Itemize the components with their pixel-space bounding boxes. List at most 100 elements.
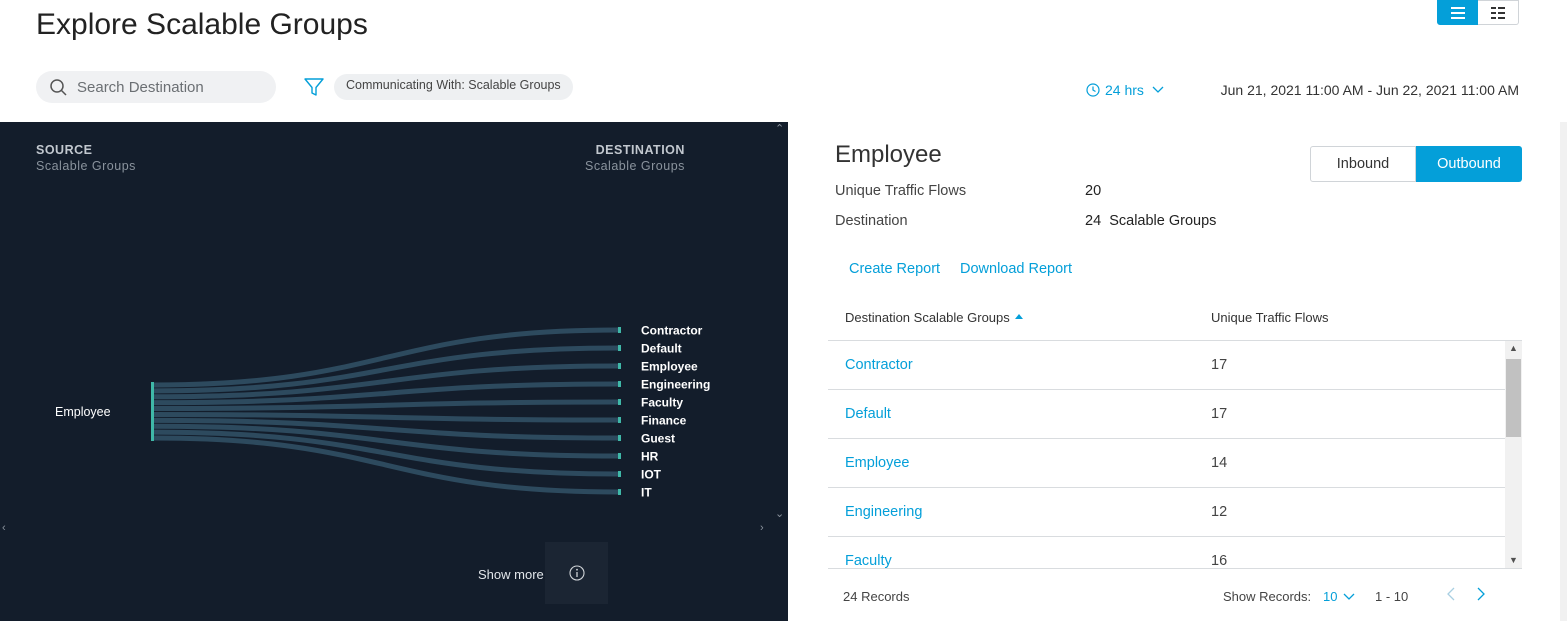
destination-header: DESTINATION Scalable Groups (585, 143, 685, 173)
scroll-up-icon[interactable]: ⌃ (775, 123, 785, 135)
destination-group-link[interactable]: Default (845, 406, 891, 422)
table-row[interactable]: Engineering 12 (828, 488, 1505, 537)
sankey-link[interactable] (153, 423, 619, 459)
col-destination-label: Destination Scalable Groups (845, 310, 1010, 325)
destination-node[interactable] (618, 363, 621, 369)
destination-node[interactable] (618, 417, 621, 423)
filter-icon[interactable] (304, 78, 324, 97)
destination-node-label[interactable]: Default (641, 342, 682, 356)
records-count: 24 Records (843, 589, 910, 604)
info-icon (568, 565, 585, 581)
scrollbar-up-icon[interactable]: ▲ (1509, 343, 1518, 353)
destination-count: 24 (1085, 213, 1102, 229)
info-button[interactable] (545, 542, 608, 604)
flows-cell: 17 (1211, 357, 1228, 373)
direction-toggle: Inbound Outbound (1310, 146, 1522, 182)
destination-group-link[interactable]: Engineering (845, 504, 923, 520)
destination-node[interactable] (618, 399, 621, 405)
destination-node-label[interactable]: IT (641, 486, 652, 500)
time-range-selector[interactable]: 24 hrs (1086, 82, 1164, 98)
table-row[interactable]: Contractor 17 (828, 341, 1505, 390)
sankey-link[interactable] (153, 429, 619, 477)
chevron-down-icon (1344, 593, 1355, 600)
destination-unit: Scalable Groups (1109, 213, 1217, 229)
create-report-link[interactable]: Create Report (849, 261, 941, 277)
search-icon (50, 78, 67, 96)
next-page-icon[interactable] (1476, 587, 1486, 601)
col-flows-header[interactable]: Unique Traffic Flows (1211, 310, 1329, 325)
col-destination-header[interactable]: Destination Scalable Groups (845, 310, 1023, 325)
destination-value: 24 Scalable Groups (1085, 213, 1216, 229)
destination-node[interactable] (618, 453, 621, 459)
search-input[interactable] (77, 78, 257, 96)
table-scrollbar[interactable]: ▲ ▼ (1505, 341, 1522, 568)
date-range: Jun 21, 2021 11:00 AM - Jun 22, 2021 11:… (1220, 82, 1519, 98)
flows-label: Unique Traffic Flows (835, 183, 967, 199)
sankey-link[interactable] (153, 327, 619, 388)
prev-page-icon[interactable] (1446, 587, 1456, 601)
destination-node-label[interactable]: Engineering (641, 378, 710, 392)
show-records-label: Show Records: (1223, 589, 1312, 604)
sankey-link[interactable] (153, 345, 619, 394)
list-view-button[interactable] (1437, 0, 1478, 25)
destination-group-link[interactable]: Employee (845, 455, 910, 471)
grid-view-button[interactable] (1478, 0, 1519, 25)
flows-cell: 17 (1211, 406, 1228, 422)
inbound-button[interactable]: Inbound (1310, 146, 1416, 182)
scrollbar-thumb[interactable] (1506, 359, 1521, 437)
destination-subtitle: Scalable Groups (585, 159, 685, 173)
sankey-link[interactable] (153, 363, 619, 400)
download-report-link[interactable]: Download Report (960, 261, 1073, 277)
destination-node[interactable] (618, 381, 621, 387)
destination-node[interactable] (618, 489, 621, 495)
page-scrollbar[interactable] (1560, 122, 1567, 621)
sankey-panel: SOURCE Scalable Groups DESTINATION Scala… (0, 122, 788, 621)
destination-group-link[interactable]: Faculty (845, 553, 892, 568)
source-header: SOURCE Scalable Groups (36, 143, 136, 173)
sankey-link[interactable] (153, 381, 619, 406)
source-node-label[interactable]: Employee (55, 405, 111, 419)
sankey-link[interactable] (153, 417, 619, 441)
outbound-button[interactable]: Outbound (1416, 146, 1522, 182)
destination-node-label[interactable]: Employee (641, 360, 698, 374)
sankey-link[interactable] (153, 411, 619, 423)
destination-node[interactable] (618, 471, 621, 477)
sankey-diagram: Contractor Default Employee Engineering Facu… (55, 324, 710, 500)
grid-list-icon (1491, 6, 1505, 19)
chevron-down-icon (1152, 86, 1164, 93)
destination-node[interactable] (618, 435, 621, 441)
destination-node[interactable] (618, 327, 621, 333)
destination-node-label[interactable]: Faculty (641, 396, 683, 410)
flows-cell: 16 (1211, 553, 1228, 568)
source-node[interactable] (151, 382, 154, 441)
sankey-link[interactable] (153, 435, 619, 495)
destination-node[interactable] (618, 345, 621, 351)
destination-node-label[interactable]: Contractor (641, 324, 703, 338)
flows-value: 20 (1085, 183, 1102, 199)
scroll-right-icon[interactable]: › (760, 522, 764, 534)
show-more-link[interactable]: Show more (478, 567, 544, 582)
destination-node-label[interactable]: IOT (641, 468, 662, 482)
source-subtitle: Scalable Groups (36, 159, 136, 173)
show-records-value: 10 (1323, 589, 1338, 604)
table-row[interactable]: Faculty 16 (828, 537, 1505, 568)
destination-node-label[interactable]: HR (641, 450, 659, 464)
destination-node-label[interactable]: Guest (641, 432, 675, 446)
sankey-link[interactable] (153, 399, 619, 412)
destination-node-label[interactable]: Finance (641, 414, 687, 428)
table-row[interactable]: Default 17 (828, 390, 1505, 439)
filter-chip[interactable]: Communicating With: Scalable Groups (334, 74, 573, 100)
scroll-left-icon[interactable]: ‹ (2, 522, 6, 534)
destination-title: DESTINATION (595, 143, 685, 157)
flows-cell: 14 (1211, 455, 1228, 471)
show-records-select[interactable]: 10 (1323, 589, 1355, 604)
scroll-down-icon[interactable]: ⌄ (775, 508, 785, 520)
table-row[interactable]: Employee 14 (828, 439, 1505, 488)
destination-group-link[interactable]: Contractor (845, 357, 913, 373)
page-range: 1 - 10 (1375, 589, 1409, 604)
scrollbar-down-icon[interactable]: ▼ (1509, 555, 1518, 565)
page-title: Explore Scalable Groups (36, 8, 368, 41)
source-title: SOURCE (36, 143, 93, 157)
search-box[interactable] (36, 71, 276, 103)
time-range-label: 24 hrs (1105, 82, 1144, 98)
